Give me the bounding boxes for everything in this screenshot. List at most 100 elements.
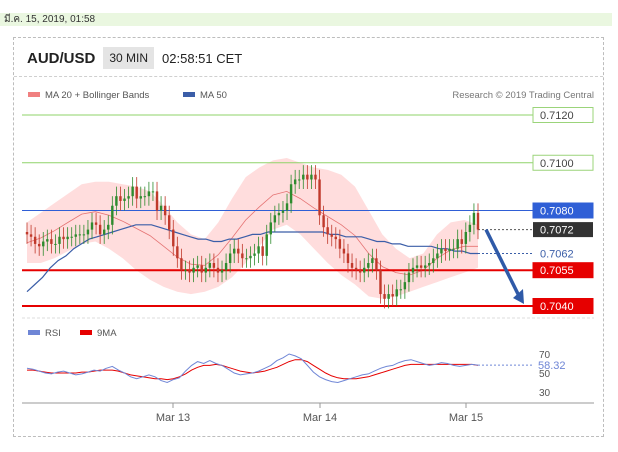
candle-body: [220, 270, 224, 273]
level-tag-0.7100: [532, 154, 594, 171]
rsi-legend-label: RSI: [45, 328, 61, 339]
level-tag-label: 0.7055: [540, 265, 574, 277]
chart-header: AUD/USD 30 MIN 02:58:51 CET: [27, 46, 242, 70]
candle-body: [253, 253, 256, 256]
candle-body: [419, 265, 423, 268]
candle-body: [423, 265, 427, 268]
candle-body: [318, 179, 321, 216]
candle-body: [468, 224, 472, 232]
candle-body: [62, 236, 65, 240]
ma50-path: [26, 224, 478, 293]
candle-body: [192, 267, 195, 273]
level-tag-label: 0.7100: [540, 158, 574, 170]
candle-body: [399, 289, 403, 291]
candle-body: [342, 248, 346, 254]
candle-body: [338, 239, 342, 249]
level-tag-0.7120: [532, 107, 594, 123]
rsi-tick-label: 50: [539, 369, 551, 380]
candle-body: [228, 253, 232, 264]
candle-body: [184, 270, 187, 272]
currency-pair: AUD/USD: [27, 49, 96, 67]
candle-body: [371, 258, 374, 264]
candle-body: [180, 258, 183, 271]
candle-body: [432, 258, 435, 264]
candle-body: [334, 236, 338, 240]
rsi-ma-legend-swatch: [80, 330, 92, 335]
header-divider: [14, 76, 603, 77]
candle-body: [127, 196, 130, 199]
candle-body: [269, 222, 272, 235]
ma50-line: [26, 224, 478, 293]
candle-body: [456, 239, 459, 249]
candle-body: [403, 282, 407, 290]
candle-body: [98, 224, 102, 235]
current-price-label: 0.7072: [540, 225, 574, 237]
candle-body: [444, 248, 447, 252]
candle-body: [163, 205, 167, 216]
candle-body: [212, 263, 216, 268]
current-price-tag: [533, 222, 593, 238]
candle-body: [298, 179, 301, 181]
level-tag-label: 0.7040: [540, 301, 574, 313]
candle-body: [289, 184, 293, 204]
candle-body: [143, 196, 147, 198]
rsi-ticks: 70 50 30: [539, 350, 551, 399]
forecast-arrow: [484, 228, 524, 304]
candle-body: [123, 198, 126, 201]
candle-body: [460, 239, 463, 244]
candle-body: [78, 234, 82, 236]
bollinger-bands: [26, 158, 478, 299]
research-credit: Research © 2019 Trading Central: [452, 90, 594, 101]
candle-body: [90, 222, 94, 230]
level-tag-0.7080: [532, 202, 594, 219]
candle-body: [66, 236, 69, 240]
level-tag-label: 0.7080: [540, 206, 574, 218]
candle-body: [74, 234, 77, 237]
candle-body: [151, 191, 155, 193]
candle-body: [147, 191, 151, 197]
price-tags: 0.7120 0.7100 0.7080 0.7072 0.7062 0.7055 0.70…: [532, 107, 594, 314]
candle-body: [464, 231, 468, 244]
candle-body: [46, 239, 49, 242]
level-tag-0.7040: [532, 298, 594, 314]
candle-body: [375, 258, 378, 271]
candle-body: [135, 186, 138, 199]
candle-body: [224, 263, 228, 271]
candle-body: [107, 224, 110, 230]
candle-body: [111, 205, 114, 225]
candle-body: [58, 236, 61, 244]
arrow-head: [513, 289, 524, 304]
candle-body: [233, 248, 236, 254]
rsi-lines: 58.32: [26, 353, 566, 384]
candle-body: [428, 263, 431, 266]
timeframe-badge[interactable]: 30 MIN: [103, 47, 155, 69]
candle-body: [306, 174, 309, 180]
candle-body: [94, 222, 98, 225]
candle-body: [387, 294, 390, 299]
rsi-legend-swatch: [28, 330, 40, 335]
candle-body: [42, 241, 45, 247]
candle-body: [310, 174, 313, 180]
candle-body: [50, 239, 53, 244]
candle-body: [281, 210, 285, 213]
candle-body: [346, 253, 350, 264]
x-axis-ticks: Mar 13 Mar 14 Mar 15: [156, 403, 483, 424]
ma50-level-label: 0.7062: [540, 248, 574, 260]
candle-body: [139, 196, 142, 199]
arrow-shaft: [484, 228, 521, 297]
candle-body: [200, 265, 203, 273]
candle-body: [172, 229, 175, 247]
candle-body: [257, 246, 260, 254]
candle-body: [102, 229, 106, 235]
candle-body: [249, 255, 252, 259]
candle-body: [159, 205, 163, 211]
candle-body: [285, 203, 289, 211]
candle-body: [395, 289, 398, 297]
candle-body: [326, 227, 329, 235]
candle-body: [167, 215, 171, 230]
candle-body: [448, 248, 451, 252]
candle-body: [216, 267, 220, 273]
candle-body: [379, 270, 382, 295]
candle-body: [196, 265, 199, 268]
